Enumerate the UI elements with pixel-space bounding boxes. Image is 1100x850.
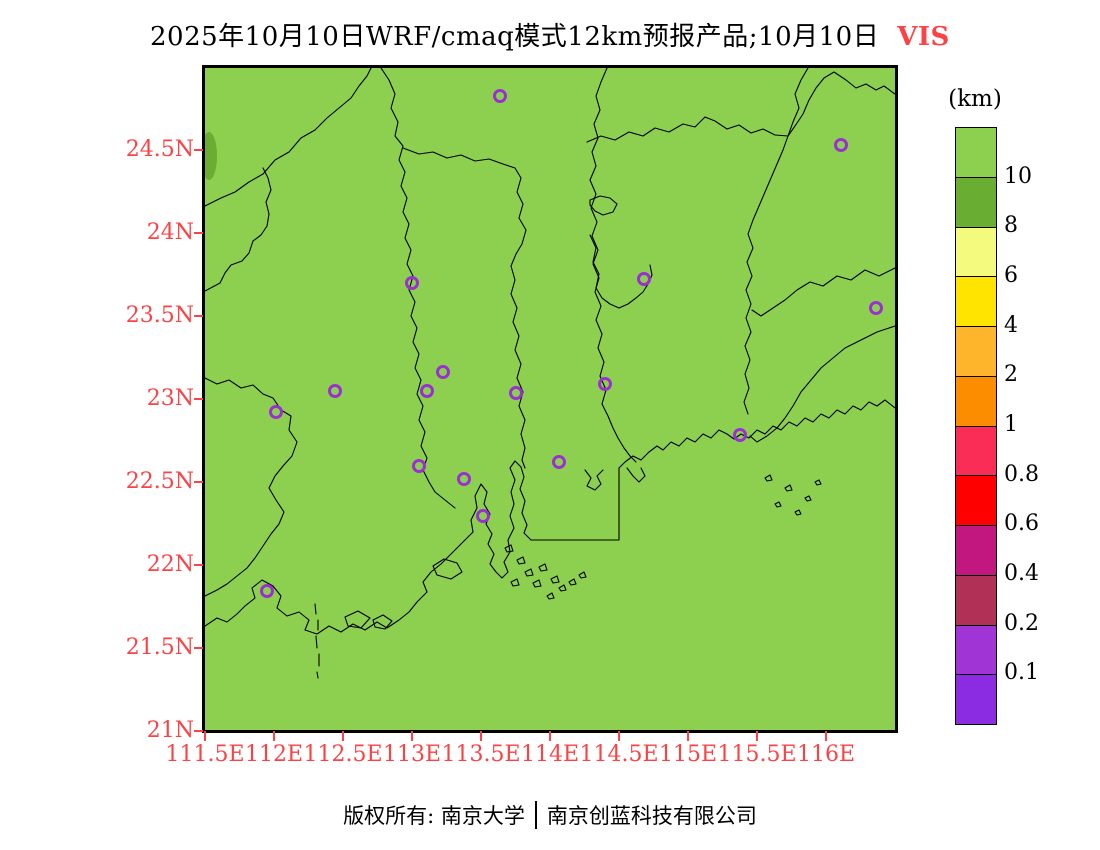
map-boundaries (205, 68, 895, 679)
colorbar-boundary-label: 0.2 (1004, 610, 1039, 636)
station-marker (552, 455, 566, 469)
colorbar-segment (956, 128, 996, 178)
colorbar-segment (956, 177, 996, 228)
station-marker (733, 428, 747, 442)
latitude-tick-label: 22N (146, 552, 194, 577)
latitude-tick-label: 24.5N (125, 137, 194, 162)
copyright-owner: 版权所有: 南京大学 (343, 804, 525, 828)
colorbar-boundary-label: 1 (1004, 412, 1018, 437)
longitude-tick (342, 731, 344, 741)
longitude-tick-label: 114.5E (579, 742, 659, 767)
latitude-tick (194, 730, 203, 732)
station-marker (834, 138, 848, 152)
page-title: 2025年10月10日WRF/cmaq模式12km预报产品;10月10日 VIS (150, 16, 949, 53)
longitude-tick-label: 113.5E (441, 742, 521, 767)
colorbar-boundary-label: 2 (1004, 362, 1018, 388)
station-marker (260, 584, 274, 598)
latitude-tick-label: 21N (146, 718, 194, 743)
longitude-tick-label: 116E (796, 742, 856, 767)
colorbar-boundary-label: 0.4 (1004, 561, 1039, 586)
latitude-tick (194, 232, 203, 234)
longitude-tick (825, 731, 827, 741)
latitude-tick-label: 23N (146, 386, 194, 411)
station-marker (436, 365, 450, 379)
station-marker (269, 405, 283, 419)
latitude-tick (194, 647, 203, 649)
station-marker (509, 386, 523, 400)
longitude-tick (618, 731, 620, 741)
copyright-company: 南京创蓝科技有限公司 (546, 804, 757, 828)
longitude-tick-label: 111.5E (165, 742, 245, 767)
colorbar-segment (956, 327, 996, 377)
longitude-tick (756, 731, 758, 741)
colorbar-boundary-label: 0.6 (1004, 511, 1039, 537)
latitude-tick (194, 564, 203, 566)
colorbar-boundary-label: 10 (1004, 163, 1032, 189)
longitude-tick-label: 113E (382, 742, 442, 767)
longitude-tick-label: 114E (520, 742, 580, 767)
colorbar-segment (956, 625, 996, 676)
longitude-tick (411, 731, 413, 741)
station-marker (412, 459, 426, 473)
longitude-tick-label: 112.5E (303, 742, 383, 767)
colorbar-boundary-label: 0.8 (1004, 461, 1039, 487)
station-marker (493, 89, 507, 103)
longitude-tick-label: 115E (658, 742, 718, 767)
visibility-patch (205, 132, 217, 180)
colorbar-segment (956, 675, 996, 724)
latitude-tick-label: 22.5N (125, 469, 194, 494)
latitude-tick (194, 398, 203, 400)
title-text: 2025年10月10日WRF/cmaq模式12km预报产品;10月10日 (150, 22, 880, 52)
latitude-tick-label: 24N (146, 220, 194, 245)
colorbar-boundary-label: 0.1 (1004, 660, 1039, 686)
station-marker (328, 384, 342, 398)
longitude-tick (204, 731, 206, 741)
colorbar-boundary-label: 4 (1004, 312, 1018, 338)
longitude-tick (273, 731, 275, 741)
latitude-tick-label: 21.5N (125, 635, 194, 660)
longitude-tick (549, 731, 551, 741)
colorbar-boundary-label: 8 (1004, 213, 1018, 239)
colorbar-segment (956, 376, 996, 427)
colorbar-segment (956, 426, 996, 477)
longitude-tick (480, 731, 482, 741)
station-marker (476, 509, 490, 523)
title-variable-label: VIS (897, 22, 950, 52)
colorbar-segment (956, 476, 996, 526)
station-marker (420, 384, 434, 398)
latitude-tick (194, 315, 203, 317)
latitude-tick-label: 23.5N (125, 303, 194, 328)
copyright-footer: 版权所有: 南京大学 南京创蓝科技有限公司 (0, 800, 1100, 830)
longitude-tick (687, 731, 689, 741)
latitude-tick (194, 481, 203, 483)
longitude-tick-label: 115.5E (717, 742, 797, 767)
colorbar-segment (956, 227, 996, 278)
footer-divider (534, 801, 537, 829)
colorbar-boundary-label: 6 (1004, 263, 1018, 288)
station-marker (598, 377, 612, 391)
colorbar-segment (956, 526, 996, 576)
map-panel (202, 65, 898, 733)
colorbar (955, 127, 997, 725)
colorbar-segment (956, 277, 996, 327)
station-marker (637, 272, 651, 286)
station-marker (869, 301, 883, 315)
station-marker (457, 472, 471, 486)
longitude-tick-label: 112E (244, 742, 304, 767)
latitude-tick (194, 149, 203, 151)
colorbar-unit-label: (km) (948, 86, 1002, 112)
station-marker (405, 276, 419, 290)
colorbar-segment (956, 575, 996, 626)
